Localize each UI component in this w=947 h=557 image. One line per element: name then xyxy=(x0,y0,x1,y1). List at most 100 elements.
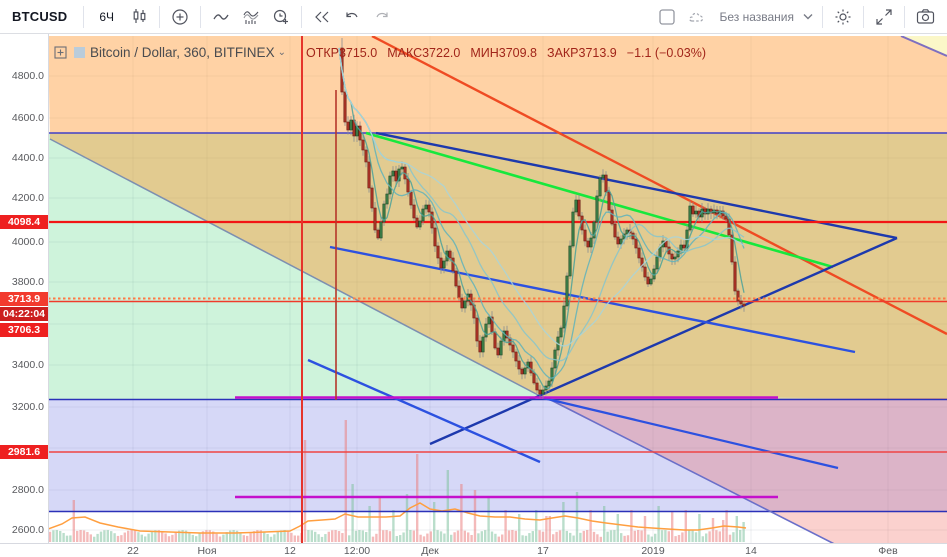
candle xyxy=(640,257,644,268)
settings-gear-icon[interactable] xyxy=(829,3,857,31)
redo-icon[interactable] xyxy=(368,3,396,31)
price-label: 3800.0 xyxy=(11,276,44,288)
interval-button[interactable]: 6Ч xyxy=(99,9,115,24)
candle xyxy=(454,270,458,287)
candle xyxy=(484,323,488,338)
candle xyxy=(619,238,623,245)
separator xyxy=(200,5,202,28)
candle xyxy=(427,204,431,213)
candle xyxy=(526,361,530,369)
candle xyxy=(433,227,437,247)
indicators-icon[interactable] xyxy=(237,3,265,31)
low-value: 3709.8 xyxy=(498,45,538,60)
camera-icon[interactable] xyxy=(911,3,939,31)
candle xyxy=(343,91,347,123)
red-trend-line xyxy=(371,36,947,336)
candle xyxy=(385,193,389,205)
green-zone xyxy=(48,133,947,399)
candle xyxy=(379,221,383,239)
fullscreen-icon[interactable] xyxy=(870,3,898,31)
chevron-down-icon[interactable] xyxy=(800,3,816,31)
candle xyxy=(643,266,647,278)
candle xyxy=(583,229,587,242)
candle xyxy=(415,217,419,228)
navy-lower-wedge xyxy=(429,236,898,446)
candle xyxy=(682,244,686,249)
candle xyxy=(610,209,614,225)
symbol-button[interactable]: BTCUSD xyxy=(12,9,68,24)
object-tree-icon[interactable] xyxy=(54,46,67,59)
candle xyxy=(349,119,353,131)
time-label: Фев xyxy=(878,545,898,557)
compare-plus-icon[interactable] xyxy=(166,3,194,31)
close-value: 3713.9 xyxy=(578,45,617,60)
candle xyxy=(724,215,728,220)
candle xyxy=(361,139,365,151)
legend-title[interactable]: Bitcoin / Dollar, 360, BITFINEX xyxy=(90,45,275,60)
candle xyxy=(487,316,491,325)
time-label: Ноя xyxy=(197,545,217,557)
replay-icon[interactable] xyxy=(308,3,336,31)
price-badge: 4098.4 xyxy=(0,215,48,229)
candle xyxy=(499,340,503,356)
candle xyxy=(577,199,581,217)
candle xyxy=(511,344,515,353)
pink-zone-edge xyxy=(544,396,835,543)
candle xyxy=(571,211,575,247)
time-axis[interactable] xyxy=(0,543,947,557)
blue-zone xyxy=(48,399,947,512)
blue-channel-upper xyxy=(329,245,856,354)
time-label: Дек xyxy=(421,545,439,557)
candle xyxy=(739,300,743,305)
candle xyxy=(655,256,659,270)
candle xyxy=(568,245,572,277)
blue-channel-lower xyxy=(542,396,839,470)
orange-zone xyxy=(48,36,947,399)
price-label: 4600.0 xyxy=(11,112,44,124)
chart-canvas[interactable] xyxy=(0,34,947,557)
candle xyxy=(439,257,443,269)
checkbox[interactable] xyxy=(653,3,681,31)
alert-plus-icon[interactable] xyxy=(267,3,295,31)
layout-name-button[interactable]: Без названия xyxy=(719,9,794,24)
candle xyxy=(367,161,371,189)
time-label: 14 xyxy=(745,545,757,557)
candle xyxy=(535,382,539,391)
candle xyxy=(538,389,542,395)
ma-line xyxy=(338,47,745,347)
change-value: −1.1 (−0.03%) xyxy=(626,45,706,60)
candle xyxy=(394,170,398,182)
navy-upper-wedge xyxy=(375,131,898,240)
price-axis-border xyxy=(48,34,49,543)
candle xyxy=(493,331,497,349)
candle xyxy=(598,177,602,197)
legend-chevron-icon[interactable]: ⌄ xyxy=(277,47,286,58)
candle xyxy=(613,223,617,238)
time-label: 12:00 xyxy=(343,545,371,557)
candle xyxy=(604,174,608,193)
chart-legend: Bitcoin / Dollar, 360, BITFINEX ⌄ ОТКР37… xyxy=(54,45,706,60)
time-label: 22 xyxy=(127,545,139,557)
line-tool-icon[interactable] xyxy=(207,3,235,31)
candle xyxy=(418,220,422,228)
candle xyxy=(463,300,467,309)
candle xyxy=(514,351,518,362)
candle xyxy=(520,368,524,375)
candle xyxy=(688,205,692,231)
pink-zone xyxy=(545,398,947,543)
candle xyxy=(442,260,446,269)
candle xyxy=(736,290,740,302)
separator xyxy=(822,5,823,28)
candle xyxy=(670,253,674,260)
candle xyxy=(529,361,533,374)
separator xyxy=(83,5,85,28)
candle xyxy=(658,246,662,258)
undo-icon[interactable] xyxy=(338,3,366,31)
candle xyxy=(523,367,527,375)
cloud-icon xyxy=(683,3,711,31)
candles-icon[interactable] xyxy=(125,3,153,31)
price-label: 4800.0 xyxy=(11,70,44,82)
candle xyxy=(589,237,593,248)
candle xyxy=(364,149,368,163)
candle xyxy=(550,367,554,382)
